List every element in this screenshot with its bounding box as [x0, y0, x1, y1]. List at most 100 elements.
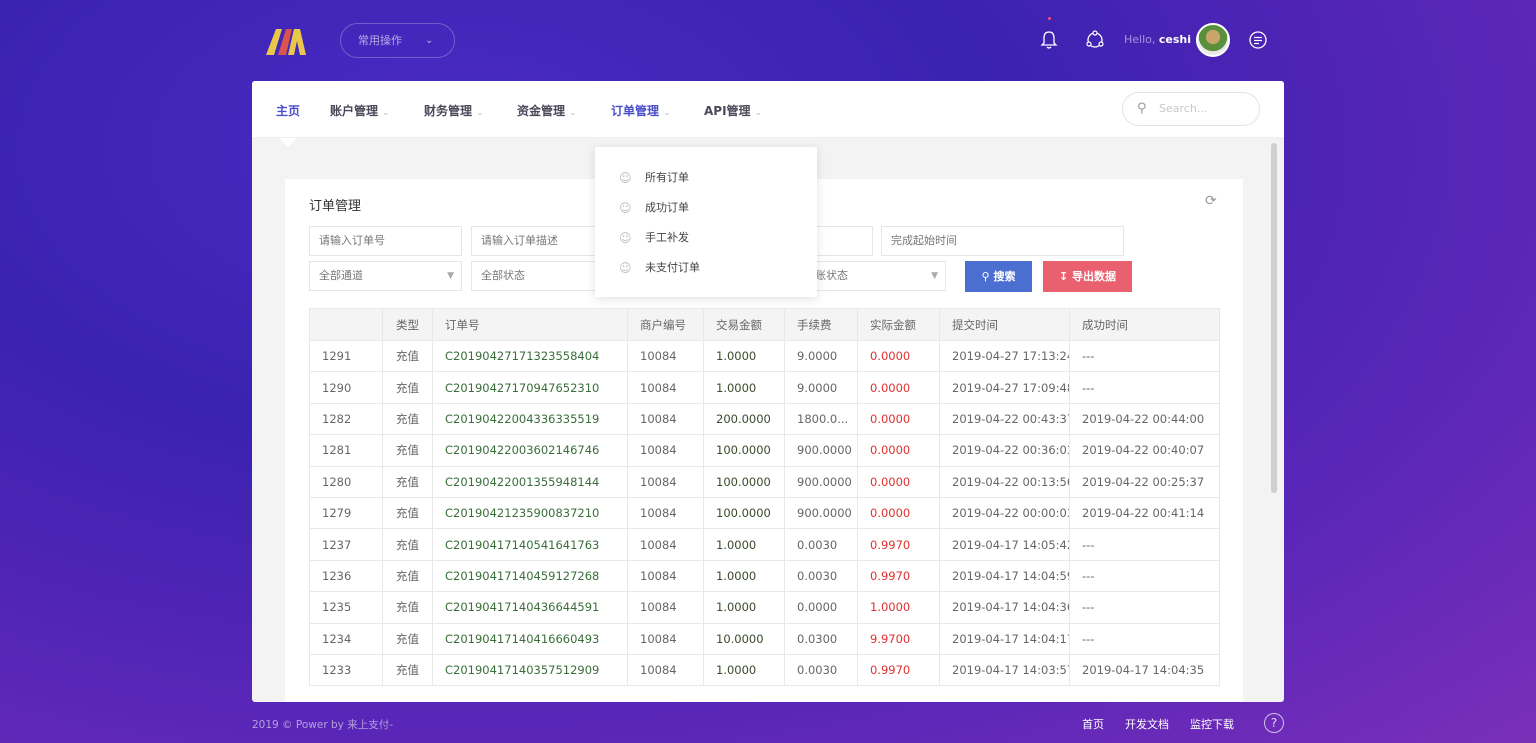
search-button[interactable]: ⚲ 搜索	[965, 261, 1032, 292]
column-header[interactable]: 提交时间	[939, 308, 1070, 341]
table-cell: 充值	[382, 591, 433, 624]
bell-icon[interactable]	[1038, 29, 1060, 51]
table-cell: 10.0000	[703, 622, 785, 655]
table-cell: 0.9970	[857, 528, 940, 561]
table-row[interactable]: 1233 充值 C20190417140357512909 10084 1.0000 0.…	[309, 653, 1220, 687]
table-cell: 2019-04-17 14:04:36	[939, 591, 1070, 624]
network-icon[interactable]	[1084, 29, 1106, 51]
table-cell: 1282	[309, 402, 383, 436]
avatar[interactable]	[1196, 23, 1230, 57]
footer-link-monitor[interactable]: 监控下载	[1190, 718, 1234, 731]
table-cell: 10084	[627, 591, 704, 624]
main-nav: 主页 账户管理 ⌄ 财务管理 ⌄ 资金管理 ⌄ 订单管理 ⌄ API管理 ⌄ ⚲ Sear…	[252, 81, 1284, 138]
nav-item-home[interactable]: 主页	[276, 102, 300, 119]
table-row[interactable]: 1281 充值 C20190422003602146746 10084 100.0000…	[309, 434, 1220, 467]
table-cell: 充值	[382, 528, 433, 561]
table-cell: 10084	[627, 528, 704, 561]
table-cell: 10084	[627, 434, 704, 467]
order-no-input[interactable]: 请输入订单号	[309, 226, 462, 256]
table-cell: ---	[1069, 371, 1220, 404]
table-cell: 1233	[309, 653, 383, 687]
status-select[interactable]: 全部状态	[471, 261, 601, 291]
search-icon: ⚲	[1137, 101, 1147, 116]
nav-item-api[interactable]: API管理 ⌄	[704, 102, 762, 119]
table-cell: C20190422003602146746	[432, 434, 628, 467]
footer-link-docs[interactable]: 开发文档	[1125, 718, 1169, 731]
table-cell: 2019-04-22 00:44:00	[1069, 402, 1220, 436]
nav-item-finance[interactable]: 财务管理 ⌄	[424, 102, 484, 119]
table-cell: C20190417140416660493	[432, 622, 628, 655]
table-cell: 充值	[382, 371, 433, 404]
column-header[interactable]	[309, 308, 383, 341]
menu-item-success-orders[interactable]: ☺ 成功订单	[619, 199, 689, 215]
quick-ops-dropdown[interactable]: 常用操作 ⌄	[340, 23, 455, 58]
help-icon[interactable]: ?	[1264, 713, 1284, 733]
nav-item-funds[interactable]: 资金管理 ⌄	[517, 102, 577, 119]
table-cell: 1281	[309, 434, 383, 467]
table-cell: 充值	[382, 402, 433, 436]
table-row[interactable]: 1279 充值 C20190421235900837210 10084 100.0000…	[309, 496, 1220, 530]
table-cell: 9.0000	[784, 371, 858, 404]
export-button[interactable]: ↧ 导出数据	[1043, 261, 1132, 292]
menu-item-label: 成功订单	[645, 201, 689, 214]
column-header[interactable]: 商户编号	[627, 308, 704, 341]
finish-start-input[interactable]: 完成起始时间	[881, 226, 1124, 256]
footer-link-home[interactable]: 首页	[1082, 718, 1104, 731]
channel-select[interactable]: 全部通道 ▼	[309, 261, 462, 291]
menu-item-manual-resend[interactable]: ☺ 手工补发	[619, 229, 689, 245]
menu-item-all-orders[interactable]: ☺ 所有订单	[619, 169, 689, 185]
settle-status-select[interactable]: 账状态 ▼	[805, 261, 946, 291]
brand-logo[interactable]	[266, 27, 310, 55]
settle-status-value: 账状态	[815, 269, 848, 282]
table-cell: 2019-04-22 00:00:03	[939, 496, 1070, 530]
table-cell: 2019-04-17 14:04:59	[939, 559, 1070, 593]
nav-item-account[interactable]: 账户管理 ⌄	[330, 102, 390, 119]
chevron-down-icon: ⌄	[425, 35, 434, 46]
table-cell: 10084	[627, 653, 704, 687]
table-cell: 100.0000	[703, 496, 785, 530]
table-row[interactable]: 1234 充值 C20190417140416660493 10084 10.0000 0…	[309, 622, 1220, 655]
finish-start-placeholder: 完成起始时间	[891, 234, 957, 247]
table-cell: 10084	[627, 402, 704, 436]
table-row[interactable]: 1280 充值 C20190422001355948144 10084 100.0000…	[309, 465, 1220, 498]
table-row[interactable]: 1236 充值 C20190417140459127268 10084 1.0000 0.…	[309, 559, 1220, 593]
column-header[interactable]: 实际金额	[857, 308, 940, 341]
column-header[interactable]: 类型	[382, 308, 433, 341]
menu-icon[interactable]	[1247, 29, 1269, 51]
greeting: Hello, ceshi	[1124, 33, 1191, 46]
order-desc-input[interactable]: 请输入订单描述	[471, 226, 601, 256]
search-icon: ⚲	[981, 270, 990, 283]
user-icon: ☺	[619, 171, 632, 185]
table-cell: 1236	[309, 559, 383, 593]
table-cell: 充值	[382, 465, 433, 498]
table-row[interactable]: 1282 充值 C20190422004336335519 10084 200.0000…	[309, 402, 1220, 436]
table-cell: 充值	[382, 496, 433, 530]
table-cell: C20190417140459127268	[432, 559, 628, 593]
search-input[interactable]: ⚲ Search...	[1122, 92, 1260, 126]
table-cell: ---	[1069, 559, 1220, 593]
column-header[interactable]: 订单号	[432, 308, 628, 341]
table-cell: 充值	[382, 339, 433, 373]
table-cell: 2019-04-22 00:13:56	[939, 465, 1070, 498]
column-header[interactable]: 交易金额	[703, 308, 785, 341]
orders-table: 类型 订单号 商户编号 交易金额 手续费 实际金额 提交时间 成功时间 1291…	[309, 308, 1220, 687]
scrollbar[interactable]	[1271, 143, 1277, 493]
table-cell: C20190422001355948144	[432, 465, 628, 498]
column-header[interactable]: 成功时间	[1069, 308, 1220, 341]
nav-item-orders[interactable]: 订单管理 ⌄	[611, 102, 671, 119]
nav-item-label: 财务管理	[424, 104, 473, 118]
table-cell: 充值	[382, 653, 433, 687]
table-cell: 1237	[309, 528, 383, 561]
refresh-icon[interactable]: ⟳	[1205, 193, 1217, 209]
table-row[interactable]: 1237 充值 C20190417140541641763 10084 1.0000 0.…	[309, 528, 1220, 561]
column-header[interactable]: 手续费	[784, 308, 858, 341]
table-cell: 充值	[382, 434, 433, 467]
table-row[interactable]: 1235 充值 C20190417140436644591 10084 1.0000 0.…	[309, 591, 1220, 624]
table-cell: 2019-04-27 17:09:48	[939, 371, 1070, 404]
table-row[interactable]: 1291 充值 C20190427171323558404 10084 1.0000 9.…	[309, 339, 1220, 373]
table-cell: 900.0000	[784, 465, 858, 498]
menu-item-unpaid-orders[interactable]: ☺ 未支付订单	[619, 259, 700, 275]
username[interactable]: ceshi	[1158, 33, 1192, 46]
export-button-label: 导出数据	[1072, 270, 1117, 283]
table-row[interactable]: 1290 充值 C20190427170947652310 10084 1.0000 9.…	[309, 371, 1220, 404]
